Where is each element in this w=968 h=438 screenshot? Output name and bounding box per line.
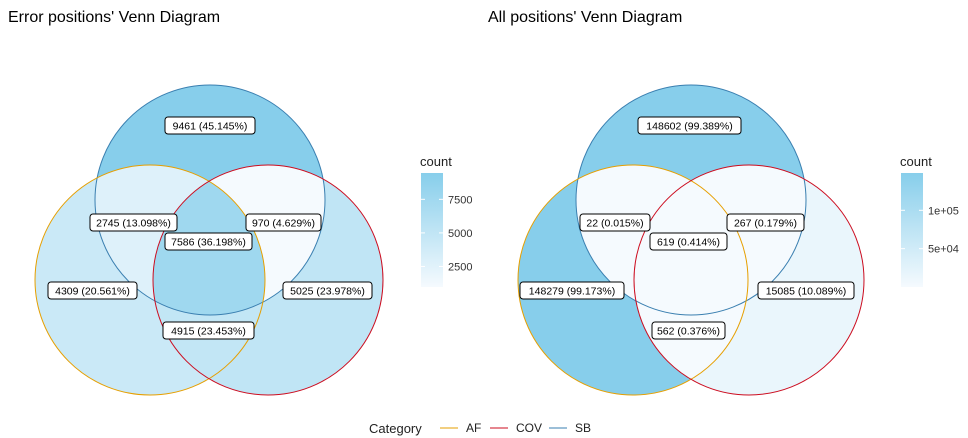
svg-text:7586 (36.198%): 7586 (36.198%)	[171, 237, 246, 249]
legend-item-af: AF	[440, 421, 481, 435]
svg-text:4309 (20.561%): 4309 (20.561%)	[55, 286, 130, 298]
svg-text:4915 (23.453%): 4915 (23.453%)	[171, 326, 246, 338]
right-circle-sb	[575, 84, 807, 316]
right-label-af-sb: 22 (0.015%)	[579, 213, 651, 232]
colorbar-tick-label: 5000	[448, 228, 472, 240]
right-label-af-cov: 562 (0.376%)	[651, 321, 726, 340]
right-label-all: 619 (0.414%)	[649, 232, 728, 251]
svg-text:148602 (99.389%): 148602 (99.389%)	[646, 121, 732, 133]
right-label-sb-only: 148602 (99.389%)	[637, 116, 742, 135]
category-legend-title: Category	[369, 421, 422, 436]
left-circle-af	[34, 164, 266, 396]
left-label-af-sb: 2745 (13.098%)	[89, 213, 178, 232]
category-legend: Category AF COV SB	[369, 421, 591, 436]
colorbar-tick-label: 7500	[448, 194, 472, 206]
svg-text:562 (0.376%): 562 (0.376%)	[657, 326, 720, 338]
left-label-all: 7586 (36.198%)	[164, 232, 253, 251]
svg-text:970 (4.629%): 970 (4.629%)	[252, 218, 315, 230]
svg-text:267 (0.179%): 267 (0.179%)	[734, 218, 797, 230]
left-circle-cov	[152, 164, 384, 396]
legend-item-sb: SB	[549, 421, 591, 435]
left-label-sb-only: 9461 (45.145%)	[164, 116, 256, 135]
colorbar-tick-label: 2500	[448, 261, 472, 273]
left-label-sb-cov: 970 (4.629%)	[245, 213, 322, 232]
region-all	[634, 165, 748, 315]
right-legend-title: count	[900, 154, 932, 169]
right-label-af-only: 148279 (99.173%)	[519, 281, 625, 300]
svg-text:5025 (23.978%): 5025 (23.978%)	[290, 286, 365, 298]
left-title: Error positions' Venn Diagram	[8, 9, 220, 26]
svg-text:AF: AF	[466, 421, 481, 435]
left-colorbar	[421, 173, 443, 287]
right-circle-af	[517, 164, 749, 396]
svg-text:22 (0.015%): 22 (0.015%)	[586, 218, 643, 230]
svg-text:SB: SB	[575, 421, 591, 435]
left-venn: 9461 (45.145%) 2745 (13.098%) 970 (4.629…	[34, 84, 384, 396]
svg-text:COV: COV	[516, 421, 542, 435]
right-venn: 148602 (99.389%) 22 (0.015%) 267 (0.179%…	[517, 84, 865, 396]
right-label-sb-cov: 267 (0.179%)	[726, 213, 805, 232]
left-region-labels: 9461 (45.145%) 2745 (13.098%) 970 (4.629…	[47, 116, 373, 340]
right-count-legend: count 1e+05 5e+04	[900, 154, 959, 287]
svg-text:148279 (99.173%): 148279 (99.173%)	[529, 286, 615, 298]
svg-text:9461 (45.145%): 9461 (45.145%)	[173, 121, 248, 133]
left-count-legend: count 7500 5000 2500	[420, 154, 472, 287]
right-label-cov-only: 15085 (10.089%)	[757, 281, 855, 300]
left-legend-title: count	[420, 154, 452, 169]
legend-item-cov: COV	[490, 421, 542, 435]
right-circle-cov	[633, 164, 865, 396]
left-label-cov-only: 5025 (23.978%)	[282, 281, 373, 300]
left-circle-sb	[94, 84, 326, 316]
svg-text:2745 (13.098%): 2745 (13.098%)	[96, 218, 171, 230]
svg-text:15085 (10.089%): 15085 (10.089%)	[766, 286, 847, 298]
left-label-af-only: 4309 (20.561%)	[47, 281, 138, 300]
colorbar-tick-label: 1e+05	[928, 205, 959, 217]
svg-text:619 (0.414%): 619 (0.414%)	[657, 237, 720, 249]
left-label-af-cov: 4915 (23.453%)	[162, 321, 255, 340]
right-region-labels: 148602 (99.389%) 22 (0.015%) 267 (0.179%…	[519, 116, 855, 340]
region-all	[153, 165, 265, 315]
right-title: All positions' Venn Diagram	[488, 9, 682, 26]
right-colorbar	[901, 173, 923, 287]
colorbar-tick-label: 5e+04	[928, 244, 959, 256]
